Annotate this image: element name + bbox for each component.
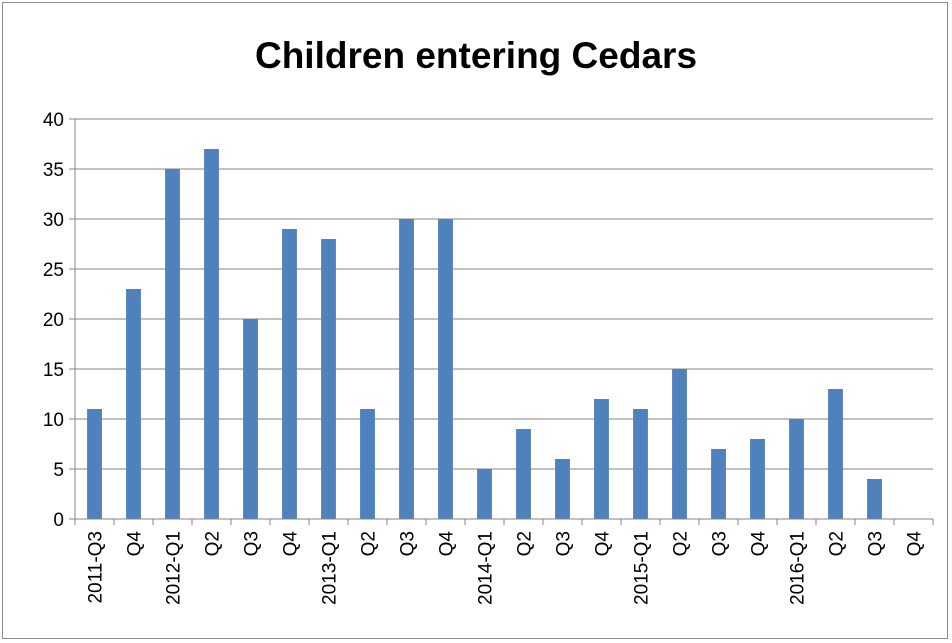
axes bbox=[69, 118, 934, 525]
x-tick-label: Q3 bbox=[710, 531, 731, 556]
x-tick-label: Q4 bbox=[593, 531, 614, 557]
bar-2011-Q3 bbox=[87, 409, 102, 519]
y-tick-label: 0 bbox=[53, 510, 64, 531]
bar-2015-Q1 bbox=[633, 409, 648, 519]
x-tick-label: 2016-Q1 bbox=[788, 531, 809, 605]
x-tick-label: Q4 bbox=[437, 531, 458, 557]
bar-Q2 bbox=[360, 409, 375, 519]
bar-Q3 bbox=[555, 459, 570, 519]
x-tick-label: 2013-Q1 bbox=[320, 531, 341, 605]
bar-Q4 bbox=[594, 399, 609, 519]
x-tick-label: Q3 bbox=[866, 531, 887, 556]
bar-Q2 bbox=[672, 369, 687, 519]
y-tick-label: 30 bbox=[43, 210, 64, 231]
bar-2012-Q1 bbox=[165, 169, 180, 519]
x-tick-label: Q2 bbox=[671, 531, 692, 556]
x-tick-label: 2015-Q1 bbox=[632, 531, 653, 605]
bar-Q4 bbox=[750, 439, 765, 519]
y-tick-label: 40 bbox=[43, 110, 64, 131]
bar-Q4 bbox=[126, 289, 141, 519]
tick-labels: 0 5 10 15 20 25 30 35 40 2011-Q3 Q4 2012-Q1 Q2 Q3 Q4 20… bbox=[43, 110, 926, 605]
x-tick-label: Q3 bbox=[242, 531, 263, 556]
y-tick-label: 15 bbox=[43, 360, 64, 381]
y-tick-label: 25 bbox=[43, 260, 64, 281]
x-tick-label: Q2 bbox=[827, 531, 848, 556]
x-tick-label: 2011-Q3 bbox=[86, 531, 107, 604]
bar-Q2 bbox=[516, 429, 531, 519]
bar-Q3 bbox=[867, 479, 882, 519]
x-tick-label: Q4 bbox=[749, 531, 770, 557]
bar-Q3 bbox=[243, 319, 258, 519]
y-tick-label: 20 bbox=[43, 310, 64, 331]
x-tick-label: Q3 bbox=[398, 531, 419, 556]
chart-title: Children entering Cedars bbox=[254, 35, 698, 76]
y-tick-label: 35 bbox=[43, 160, 64, 181]
bar-Q4 bbox=[438, 219, 453, 519]
x-tick-label: Q3 bbox=[554, 531, 575, 556]
bar-2013-Q1 bbox=[321, 239, 336, 519]
bar-Q2 bbox=[204, 149, 219, 519]
x-tick-label: Q4 bbox=[905, 531, 926, 557]
x-tick-label: Q2 bbox=[203, 531, 224, 556]
x-tick-label: 2012-Q1 bbox=[164, 531, 185, 605]
y-tick-label: 5 bbox=[53, 460, 64, 481]
bar-Q2 bbox=[828, 389, 843, 519]
bar-Q4 bbox=[282, 229, 297, 519]
bar-2014-Q1 bbox=[477, 469, 492, 519]
x-tick-label: Q4 bbox=[281, 531, 302, 557]
x-tick-label: Q4 bbox=[125, 531, 146, 557]
x-tick-label: 2014-Q1 bbox=[476, 531, 497, 605]
x-tick-label: Q2 bbox=[359, 531, 380, 556]
gridlines bbox=[75, 118, 933, 470]
bar-2016-Q1 bbox=[789, 419, 804, 519]
bar-Q3 bbox=[711, 449, 726, 519]
y-tick-label: 10 bbox=[43, 410, 64, 431]
bars bbox=[87, 149, 882, 519]
x-tick-label: Q2 bbox=[515, 531, 536, 556]
bar-Q3 bbox=[399, 219, 414, 519]
